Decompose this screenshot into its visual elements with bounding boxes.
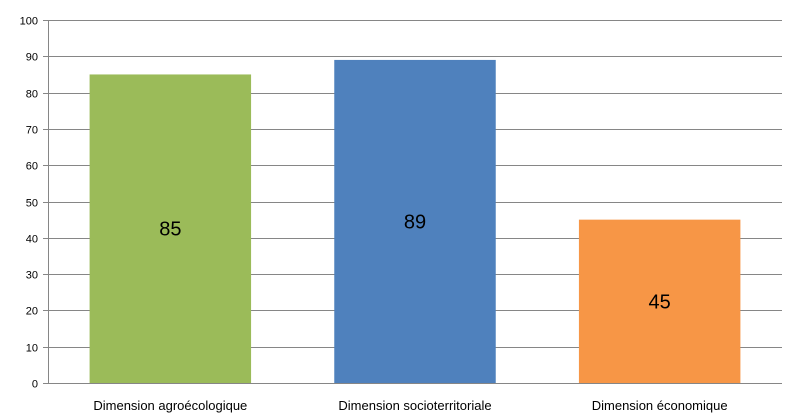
bar [578,219,741,383]
y-tick-label: 0 [32,379,38,391]
bars [89,59,741,384]
y-tick-label: 50 [26,198,38,210]
x-axis-category-labels: Dimension agroécologique Dimension sociot… [93,398,727,413]
y-tick-label: 100 [20,16,38,28]
x-category-label: Dimension socioterritoriale [338,398,491,413]
bar-value-label: 89 [404,211,426,233]
y-tick-label: 90 [26,52,38,64]
bar [334,59,496,384]
axes [43,20,782,384]
y-tick-label: 70 [26,125,38,137]
data-labels: 85 89 45 [159,211,671,313]
y-tick-label: 60 [26,161,38,173]
y-axis-tick-labels: 0 10 20 30 40 50 60 70 80 90 100 [20,16,38,391]
bar [89,74,252,383]
y-tick-label: 20 [26,306,38,318]
bar-value-label: 45 [649,291,671,313]
y-tick-label: 30 [26,270,38,282]
y-tick-label: 10 [26,343,38,355]
y-tick-label: 80 [26,89,38,101]
bar-value-label: 85 [159,219,181,241]
x-category-label: Dimension économique [592,398,728,413]
x-category-label: Dimension agroécologique [93,398,247,413]
y-tick-label: 40 [26,234,38,246]
